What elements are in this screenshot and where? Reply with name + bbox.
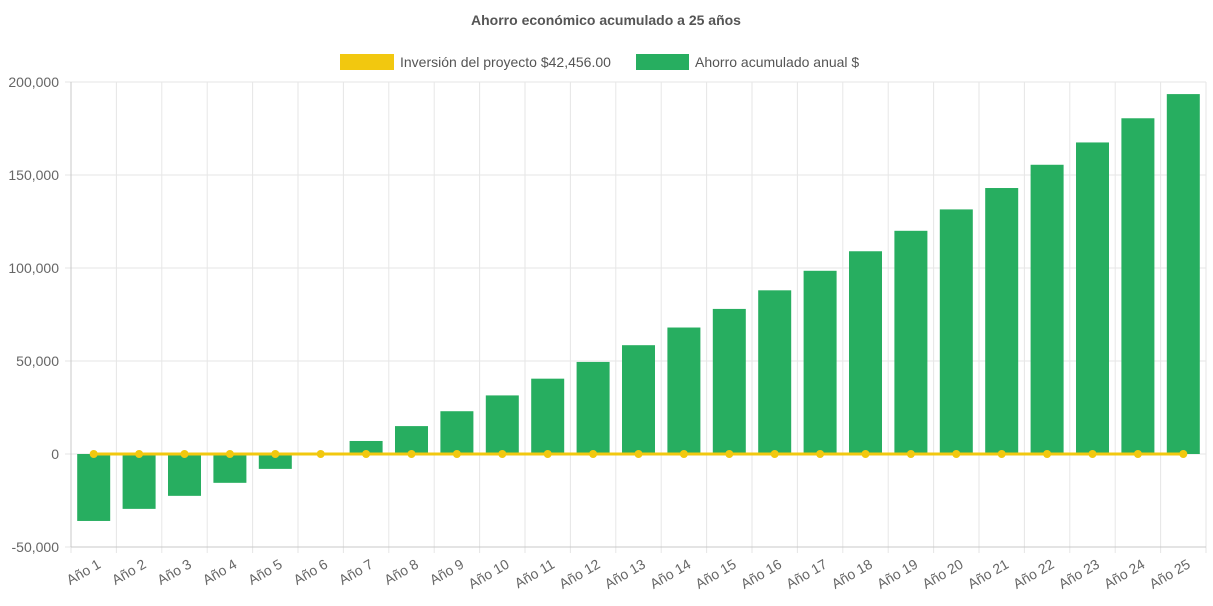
y-axis: 200,000 150,000 100,000 50,000 0 -50,000 — [8, 74, 72, 555]
y-tick-label: 200,000 — [8, 74, 59, 90]
investment-point[interactable] — [452, 450, 461, 458]
investment-point[interactable] — [407, 450, 416, 458]
savings-bar[interactable] — [531, 378, 565, 454]
savings-bars — [77, 94, 1200, 521]
savings-bar[interactable] — [985, 188, 1019, 454]
savings-bar[interactable] — [1166, 94, 1200, 454]
legend-label-savings[interactable]: Ahorro acumulado anual $ — [695, 54, 859, 70]
savings-bar[interactable] — [667, 327, 701, 454]
investment-point[interactable] — [89, 450, 98, 458]
legend-swatch-savings[interactable] — [636, 54, 689, 70]
savings-bar[interactable] — [349, 440, 383, 454]
savings-bar[interactable] — [168, 454, 201, 496]
investment-point[interactable] — [725, 450, 734, 458]
investment-point[interactable] — [1088, 450, 1097, 458]
x-tick-label: Año 2 — [109, 556, 149, 588]
savings-bar[interactable] — [849, 251, 882, 454]
savings-bar[interactable] — [803, 270, 837, 454]
y-tick-label: 150,000 — [8, 167, 59, 183]
x-tick-label: Año 14 — [647, 556, 694, 592]
investment-point[interactable] — [861, 450, 870, 458]
savings-bar[interactable] — [1030, 164, 1064, 454]
x-tick-label: Año 7 — [336, 556, 376, 588]
x-tick-label: Año 5 — [245, 556, 285, 588]
x-tick-label: Año 4 — [200, 556, 240, 588]
chart-title: Ahorro económico acumulado a 25 años — [471, 12, 741, 28]
savings-bar[interactable] — [258, 454, 292, 469]
investment-point[interactable] — [997, 450, 1006, 458]
investment-point[interactable] — [589, 450, 598, 458]
investment-point[interactable] — [180, 450, 189, 458]
savings-bar[interactable] — [894, 230, 928, 454]
savings-bar[interactable] — [712, 308, 746, 454]
savings-bar[interactable] — [758, 290, 792, 454]
x-tick-label: Año 20 — [919, 556, 966, 592]
x-tick-label: Año 8 — [381, 556, 421, 588]
y-tick-label: -50,000 — [12, 539, 60, 555]
legend-swatch-investment[interactable] — [340, 54, 394, 70]
investment-point[interactable] — [316, 450, 325, 458]
x-tick-label: Año 17 — [783, 556, 830, 592]
savings-bar[interactable] — [440, 411, 474, 454]
x-tick-label: Año 25 — [1146, 556, 1193, 592]
y-tick-label: 100,000 — [8, 260, 59, 276]
savings-bar[interactable] — [939, 209, 973, 454]
x-tick-label: Año 6 — [291, 556, 331, 588]
x-tick-label: Año 11 — [512, 556, 558, 592]
investment-point[interactable] — [1043, 450, 1052, 458]
y-tick-label: 50,000 — [16, 353, 59, 369]
x-tick-label: Año 16 — [738, 556, 785, 592]
investment-point[interactable] — [135, 450, 144, 458]
savings-bar[interactable] — [122, 454, 156, 509]
chart-legend: Inversión del proyecto $42,456.00 Ahorro… — [340, 54, 859, 70]
investment-line — [89, 450, 1188, 458]
x-tick-label: Año 18 — [829, 556, 876, 592]
investment-point[interactable] — [634, 450, 643, 458]
x-tick-label: Año 15 — [692, 556, 739, 592]
investment-point[interactable] — [816, 450, 825, 458]
investment-point[interactable] — [952, 450, 961, 458]
savings-bar[interactable] — [576, 361, 610, 454]
x-tick-label: Año 21 — [965, 556, 1012, 592]
x-tick-label: Año 19 — [874, 556, 921, 592]
savings-bar[interactable] — [395, 426, 428, 454]
investment-point[interactable] — [906, 450, 915, 458]
savings-bar[interactable] — [622, 345, 655, 454]
x-tick-label: Año 23 — [1056, 556, 1103, 592]
investment-point[interactable] — [225, 450, 234, 458]
y-tick-label: 0 — [51, 446, 59, 462]
x-tick-label: Año 3 — [154, 556, 194, 588]
x-tick-label: Año 1 — [64, 556, 104, 588]
investment-point[interactable] — [679, 450, 688, 458]
x-tick-label: Año 10 — [465, 556, 512, 592]
x-tick-label: Año 24 — [1101, 556, 1148, 592]
x-axis: Año 1 Año 2 Año 3 Año 4 Año 5 Año 6 Año 7 Año 8… — [64, 546, 1206, 592]
savings-bar[interactable] — [1121, 118, 1155, 455]
x-tick-label: Año 12 — [556, 556, 603, 592]
investment-point[interactable] — [271, 450, 280, 458]
investment-point[interactable] — [1133, 450, 1142, 458]
legend-label-investment[interactable]: Inversión del proyecto $42,456.00 — [400, 54, 611, 70]
investment-point[interactable] — [1179, 450, 1188, 458]
savings-bar[interactable] — [77, 454, 111, 521]
investment-point[interactable] — [770, 450, 779, 458]
savings-bar[interactable] — [1076, 142, 1109, 454]
x-tick-label: Año 13 — [602, 556, 649, 592]
x-tick-label: Año 22 — [1010, 556, 1057, 592]
savings-bar[interactable] — [213, 454, 247, 483]
investment-point[interactable] — [362, 450, 371, 458]
savings-bar[interactable] — [485, 395, 519, 454]
x-tick-label: Año 9 — [427, 556, 467, 588]
investment-point[interactable] — [543, 450, 552, 458]
investment-point[interactable] — [498, 450, 507, 458]
